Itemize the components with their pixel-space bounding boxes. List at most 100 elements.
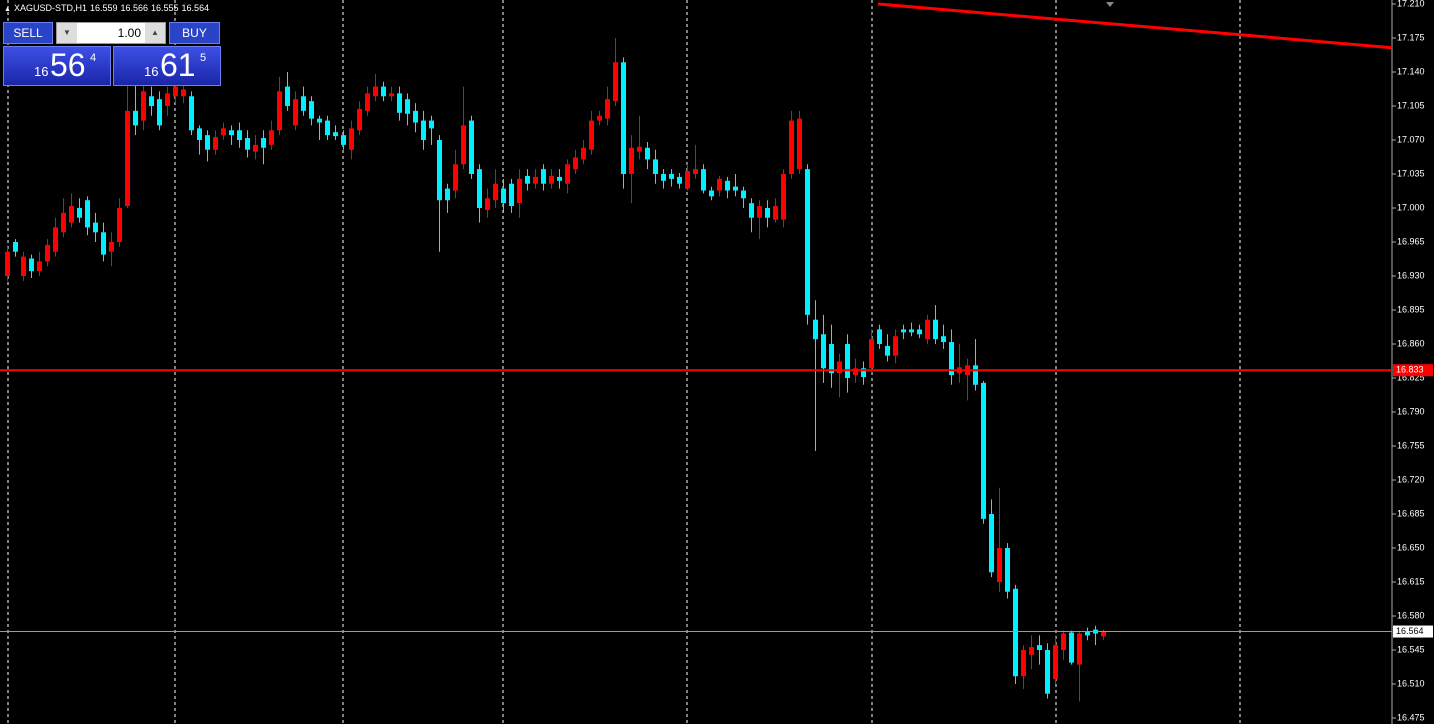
y-tick-label: 16.755 bbox=[1397, 440, 1425, 450]
candle-body bbox=[637, 146, 642, 152]
candle-body bbox=[837, 361, 842, 374]
candle-body bbox=[477, 169, 482, 208]
candle-body bbox=[949, 342, 954, 376]
candle-body bbox=[373, 86, 378, 97]
y-tick-label: 16.860 bbox=[1397, 338, 1425, 348]
candle-body bbox=[597, 115, 602, 121]
candle-body bbox=[453, 164, 458, 191]
candle-body bbox=[133, 110, 138, 126]
candle-body bbox=[429, 120, 434, 129]
candle-body bbox=[61, 212, 66, 233]
candle-body bbox=[397, 93, 402, 113]
buy-button[interactable]: BUY bbox=[169, 22, 220, 44]
candle-body bbox=[189, 96, 194, 131]
ohlc-open: 16.559 bbox=[89, 3, 118, 13]
candle-body bbox=[973, 365, 978, 385]
candle-body bbox=[901, 329, 906, 333]
candle-body bbox=[389, 93, 394, 97]
candle-body bbox=[37, 261, 42, 272]
candle-body bbox=[661, 174, 666, 181]
candle-body bbox=[261, 138, 266, 148]
candle-body bbox=[741, 190, 746, 199]
ask-price[interactable]: 16 61 5 bbox=[113, 46, 221, 86]
candle-body bbox=[933, 319, 938, 340]
candle-body bbox=[437, 140, 442, 201]
ohlc-close: 16.564 bbox=[181, 3, 210, 13]
candle-body bbox=[165, 93, 170, 106]
candle-body bbox=[245, 138, 250, 150]
bid-price[interactable]: 16 56 4 bbox=[3, 46, 111, 86]
lot-up[interactable]: ▲ bbox=[145, 23, 165, 43]
candle-body bbox=[109, 242, 114, 252]
symbol: XAGUSD-STD,H1 bbox=[13, 3, 87, 13]
y-tick-label: 16.720 bbox=[1397, 474, 1425, 484]
y-tick-label: 17.210 bbox=[1397, 0, 1425, 8]
candle-body bbox=[773, 206, 778, 220]
price-point: 4 bbox=[90, 52, 97, 64]
candle-body bbox=[813, 319, 818, 340]
lot-field[interactable]: ▼ 1.00 ▲ bbox=[56, 22, 166, 44]
candle-body bbox=[1077, 633, 1082, 665]
candle-body bbox=[1045, 650, 1050, 694]
candle-body bbox=[285, 86, 290, 106]
candle-body bbox=[797, 118, 802, 170]
candle-body bbox=[757, 206, 762, 218]
candle-body bbox=[461, 125, 466, 165]
candle-body bbox=[85, 200, 90, 228]
candle-body bbox=[317, 118, 322, 123]
candle-body bbox=[357, 108, 362, 131]
candle-body bbox=[621, 62, 626, 174]
candle-body bbox=[213, 137, 218, 150]
candle-body bbox=[565, 164, 570, 184]
candle-body bbox=[677, 176, 682, 184]
y-tick-label: 16.895 bbox=[1397, 304, 1425, 314]
candle-body bbox=[941, 336, 946, 343]
y-tick-label: 16.475 bbox=[1397, 712, 1425, 722]
y-tick-label: 16.685 bbox=[1397, 508, 1425, 518]
candle-body bbox=[413, 110, 418, 123]
candle-body bbox=[629, 147, 634, 174]
candle-body bbox=[221, 128, 226, 136]
candle-body bbox=[237, 130, 242, 140]
candle-body bbox=[573, 157, 578, 170]
candle-body bbox=[197, 128, 202, 140]
candle-body bbox=[157, 99, 162, 126]
candle-body bbox=[893, 336, 898, 356]
candle-body bbox=[853, 368, 858, 376]
y-tick-label: 16.545 bbox=[1397, 644, 1425, 654]
candle-body bbox=[701, 169, 706, 191]
level-label: 16.833 bbox=[1396, 365, 1424, 375]
candle-body bbox=[525, 175, 530, 184]
candle-body bbox=[1069, 632, 1074, 663]
candle-body bbox=[29, 258, 34, 272]
candle-body bbox=[989, 514, 994, 573]
y-tick-label: 16.790 bbox=[1397, 406, 1425, 416]
y-tick-label: 17.070 bbox=[1397, 134, 1425, 144]
candle-body bbox=[13, 242, 18, 252]
candle-body bbox=[925, 319, 930, 340]
candle-body bbox=[877, 329, 882, 344]
price-pips: 56 bbox=[50, 47, 86, 83]
candle-body bbox=[309, 101, 314, 119]
sell-button[interactable]: SELL bbox=[3, 22, 53, 44]
y-tick-label: 17.175 bbox=[1397, 32, 1425, 42]
candle-body bbox=[765, 208, 770, 218]
bid-label-bg bbox=[1393, 625, 1433, 638]
candle-body bbox=[1013, 588, 1018, 677]
candle-body bbox=[469, 120, 474, 174]
candle-body bbox=[821, 334, 826, 369]
candle-body bbox=[869, 339, 874, 369]
candle-body bbox=[1037, 645, 1042, 650]
y-tick-label: 16.615 bbox=[1397, 576, 1425, 586]
candle-body bbox=[549, 175, 554, 184]
candle-body bbox=[485, 198, 490, 210]
lot-down[interactable]: ▼ bbox=[57, 23, 77, 43]
lot-value[interactable]: 1.00 bbox=[117, 26, 141, 40]
candle-body bbox=[781, 174, 786, 220]
candle-body bbox=[1053, 645, 1058, 680]
y-tick-label: 16.825 bbox=[1397, 372, 1425, 382]
level-label-bg bbox=[1393, 364, 1433, 377]
candle-body bbox=[21, 256, 26, 276]
y-tick-label: 16.965 bbox=[1397, 236, 1425, 246]
